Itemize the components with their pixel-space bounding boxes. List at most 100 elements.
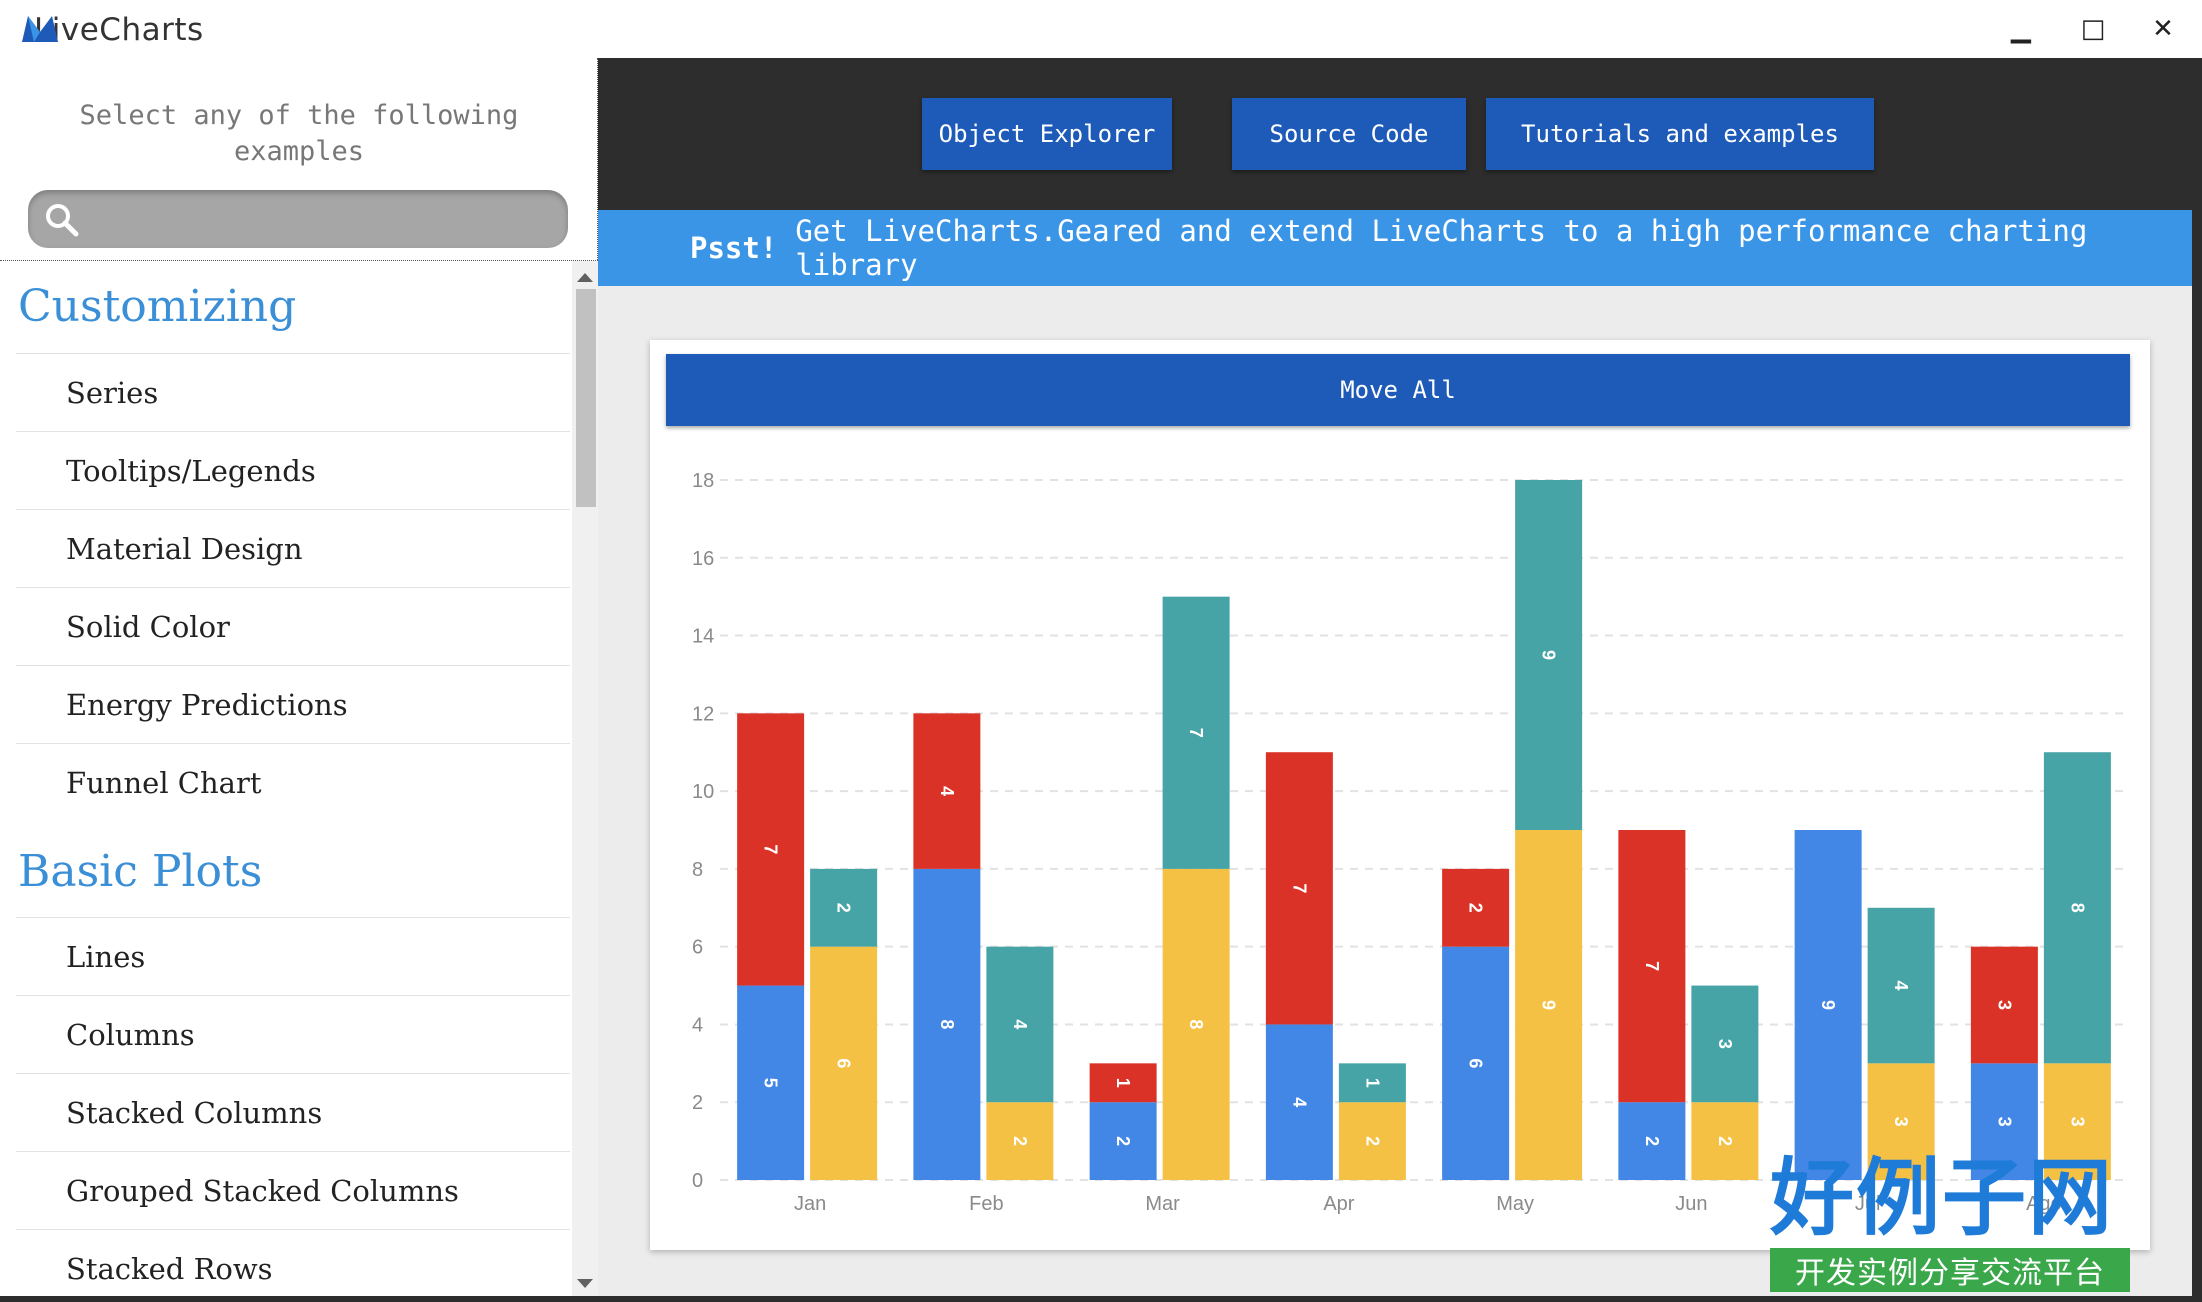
data-label: 1 bbox=[1362, 1078, 1382, 1088]
bar-segment bbox=[2043, 752, 2111, 1064]
bar-segment bbox=[2043, 1063, 2111, 1180]
y-tick-label: 8 bbox=[692, 859, 703, 881]
list-item-label: Stacked Columns bbox=[66, 1096, 323, 1130]
list-item-label: Series bbox=[66, 376, 159, 410]
bar-segment bbox=[1691, 1102, 1759, 1180]
x-tick-label: Jun bbox=[1675, 1193, 1707, 1215]
top-toolbar: Object Explorer Source Code Tutorials an… bbox=[598, 58, 2202, 210]
examples-list[interactable]: Customizing Series Tooltips/Legends Mate… bbox=[0, 260, 598, 1302]
data-label: 3 bbox=[2067, 1117, 2087, 1127]
list-item-energy-predictions[interactable]: Energy Predictions bbox=[16, 665, 570, 743]
bar-segment bbox=[1089, 1063, 1157, 1103]
source-code-button[interactable]: Source Code bbox=[1232, 98, 1466, 170]
bar-segment bbox=[1691, 985, 1759, 1103]
y-tick-label: 10 bbox=[692, 781, 714, 803]
bar-segment bbox=[1794, 830, 1862, 1180]
scroll-down-arrow-icon[interactable] bbox=[572, 1274, 598, 1294]
bar-segment bbox=[737, 713, 805, 986]
data-label: 8 bbox=[1186, 1019, 1206, 1029]
bar-segment bbox=[1442, 868, 1510, 947]
bar-segment bbox=[810, 946, 878, 1180]
bar-segment bbox=[913, 868, 981, 1180]
data-label: 3 bbox=[1994, 1117, 2014, 1127]
list-item-material-design[interactable]: Material Design bbox=[16, 509, 570, 587]
data-label: 8 bbox=[2067, 903, 2087, 913]
data-label: 1 bbox=[1113, 1078, 1133, 1088]
x-tick-label: Apr bbox=[1323, 1193, 1354, 1215]
search-input[interactable] bbox=[28, 190, 568, 248]
livecharts-logo-icon bbox=[22, 16, 58, 42]
x-tick-label: Feb bbox=[969, 1193, 1003, 1215]
bar-segment bbox=[1970, 946, 2038, 1064]
list-item-columns[interactable]: Columns bbox=[16, 995, 570, 1073]
tutorials-button[interactable]: Tutorials and examples bbox=[1486, 98, 1874, 170]
list-item-label: Solid Color bbox=[66, 610, 230, 644]
data-label: 2 bbox=[1642, 1136, 1662, 1146]
list-item-series[interactable]: Series bbox=[16, 353, 570, 431]
group-title-basic-plots: Basic Plots bbox=[18, 846, 263, 897]
bar-segment bbox=[1338, 1063, 1406, 1103]
data-label: 4 bbox=[1891, 981, 1911, 991]
title-bar: LiveCharts ▁ □ ✕ bbox=[0, 0, 2202, 58]
y-tick-label: 14 bbox=[692, 626, 714, 648]
x-tick-label: Jul bbox=[1855, 1193, 1881, 1215]
move-all-button[interactable]: Move All bbox=[666, 354, 2130, 426]
search-icon bbox=[46, 204, 79, 237]
data-label: 2 bbox=[1113, 1136, 1133, 1146]
list-item-solid-color[interactable]: Solid Color bbox=[16, 587, 570, 665]
list-item-stacked-columns[interactable]: Stacked Columns bbox=[16, 1073, 570, 1151]
watermark-title: 好例子网 bbox=[1770, 1149, 2115, 1247]
bar-segment bbox=[1970, 1063, 2038, 1180]
bar-segment bbox=[1162, 868, 1230, 1180]
data-label: 2 bbox=[834, 903, 854, 913]
scrollbar-thumb[interactable] bbox=[576, 289, 596, 507]
minimize-button[interactable]: ▁ bbox=[1994, 8, 2048, 50]
data-label: 3 bbox=[1994, 1000, 2014, 1010]
bar-segment bbox=[1265, 752, 1333, 1025]
window-border bbox=[2192, 58, 2202, 1302]
bar-segment bbox=[1089, 1102, 1157, 1180]
list-item-label: Grouped Stacked Columns bbox=[66, 1174, 459, 1208]
group-title-customizing: Customizing bbox=[18, 281, 297, 332]
data-label: 7 bbox=[1642, 961, 1662, 971]
sidebar-hint: Select any of the following examples bbox=[79, 100, 519, 167]
list-item-tooltips-legends[interactable]: Tooltips/Legends bbox=[16, 431, 570, 509]
data-label: 4 bbox=[937, 786, 957, 796]
stacked-column-chart: 0246810121416185762Jan8424Feb2187Mar4721… bbox=[692, 470, 2130, 1215]
data-label: 4 bbox=[1010, 1019, 1030, 1029]
list-item-label: Lines bbox=[66, 940, 146, 974]
data-label: 7 bbox=[1289, 883, 1309, 893]
bar-segment bbox=[1515, 830, 1583, 1180]
bar-segment bbox=[1867, 907, 1935, 1064]
data-label: 9 bbox=[1539, 650, 1559, 660]
close-icon: ✕ bbox=[2152, 14, 2174, 44]
y-tick-label: 18 bbox=[692, 470, 714, 492]
bar-segment bbox=[986, 1102, 1054, 1180]
list-item-label: Tooltips/Legends bbox=[66, 454, 316, 488]
list-item-grouped-stacked-columns[interactable]: Grouped Stacked Columns bbox=[16, 1151, 570, 1229]
promo-banner[interactable]: Psst! Get LiveCharts.Geared and extend L… bbox=[598, 210, 2192, 286]
bar-segment bbox=[1618, 1102, 1686, 1180]
list-item-label: Stacked Rows bbox=[66, 1252, 273, 1286]
y-tick-label: 6 bbox=[692, 937, 703, 959]
sidebar-scrollbar[interactable] bbox=[572, 261, 598, 1302]
data-label: 2 bbox=[1362, 1136, 1382, 1146]
list-item-stacked-rows[interactable]: Stacked Rows bbox=[16, 1229, 570, 1302]
list-item-lines[interactable]: Lines bbox=[16, 917, 570, 995]
x-tick-label: May bbox=[1496, 1193, 1534, 1215]
object-explorer-button[interactable]: Object Explorer bbox=[922, 98, 1172, 170]
bar-segment bbox=[1162, 596, 1230, 869]
bar-segment bbox=[810, 868, 878, 947]
list-item-funnel-chart[interactable]: Funnel Chart bbox=[16, 743, 570, 821]
data-label: 9 bbox=[1818, 1000, 1838, 1010]
data-label: 3 bbox=[1891, 1117, 1911, 1127]
data-label: 2 bbox=[1715, 1136, 1735, 1146]
bar-segment bbox=[1867, 1063, 1935, 1180]
y-tick-label: 4 bbox=[692, 1014, 703, 1036]
maximize-button[interactable]: □ bbox=[2066, 8, 2120, 50]
maximize-icon: □ bbox=[2080, 14, 2106, 44]
close-button[interactable]: ✕ bbox=[2136, 8, 2190, 50]
list-item-label: Energy Predictions bbox=[66, 688, 348, 722]
scroll-up-arrow-icon[interactable] bbox=[572, 267, 598, 287]
data-label: 4 bbox=[1289, 1097, 1309, 1107]
